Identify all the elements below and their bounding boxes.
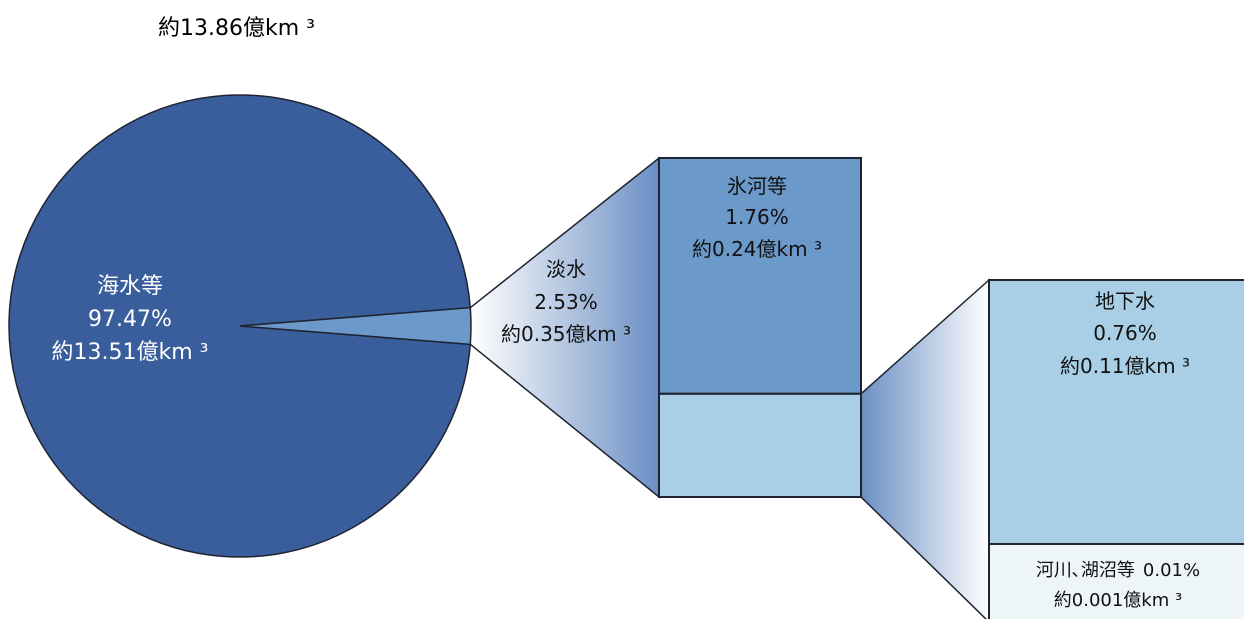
glacier-percent: 1.76% <box>725 205 789 229</box>
freshwater-volume: 約0.35億km ³ <box>501 322 631 346</box>
glacier-volume: 約0.24億km ³ <box>692 237 822 261</box>
rivers-name-percent: 河川､湖沼等 0.01% <box>1036 560 1200 581</box>
seawater-volume: 約13.51億km ³ <box>52 340 209 365</box>
groundwater-box <box>988 279 1244 545</box>
groundwater-percent: 0.76% <box>1093 321 1157 345</box>
glacier-box <box>658 157 862 395</box>
seawater-slice <box>8 94 472 558</box>
freshwater-name: 淡水 <box>546 257 586 281</box>
rivers-name: 河川､湖沼等 <box>1036 560 1135 581</box>
groundwater-name: 地下水 <box>1095 289 1155 313</box>
rivers-lakes-box <box>988 543 1244 619</box>
total-volume-label: 約13.86億km ³ <box>158 16 315 41</box>
groundwater-expansion-funnel <box>860 278 990 619</box>
freshwater-slice <box>239 306 472 346</box>
groundwater-volume: 約0.11億km ³ <box>1060 354 1190 378</box>
seawater-percent: 97.47% <box>88 307 172 332</box>
groundwater-small-box <box>658 392 862 498</box>
glacier-name: 氷河等 <box>727 174 787 198</box>
rivers-volume: 約0.001億km ³ <box>1054 590 1182 611</box>
freshwater-percent: 2.53% <box>534 290 598 314</box>
rivers-percent: 0.01% <box>1143 560 1200 581</box>
seawater-name: 海水等 <box>97 274 163 299</box>
